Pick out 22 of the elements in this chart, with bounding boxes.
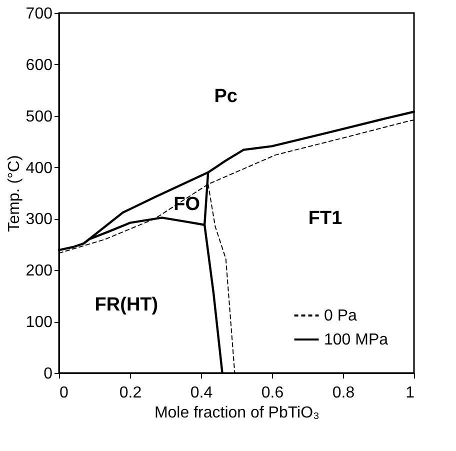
x-tick-label: 0.8 (332, 384, 355, 402)
x-tick-label: 0.4 (190, 384, 213, 402)
annotation: FT1 (308, 208, 343, 230)
y-tick-label: 100 (26, 314, 53, 332)
annotation: FR(HT) (94, 294, 158, 316)
y-tick-label: 200 (26, 262, 53, 280)
x-tick-label: 0.2 (119, 384, 142, 402)
y-tick-label: 500 (26, 108, 53, 126)
x-axis-title: Mole fraction of PbTiO₃ (154, 404, 320, 422)
annotation: FO (174, 194, 200, 215)
y-tick-label: 700 (26, 6, 53, 22)
y-tick-label: 0 (44, 366, 53, 382)
y-tick-label: 300 (26, 211, 53, 228)
legend-label: 100 MPa (324, 332, 388, 348)
y-tick-label: 400 (26, 160, 53, 177)
x-tick-label: 0.6 (261, 384, 284, 402)
legend-label: 0 Pa (324, 308, 358, 324)
x-tick-label: 1 (406, 384, 415, 402)
annotation: Pc (214, 86, 238, 107)
y-axis-title: Temp. (°C) (6, 155, 23, 232)
x-tick-label: 0 (60, 384, 68, 402)
y-tick-label: 600 (26, 56, 53, 74)
